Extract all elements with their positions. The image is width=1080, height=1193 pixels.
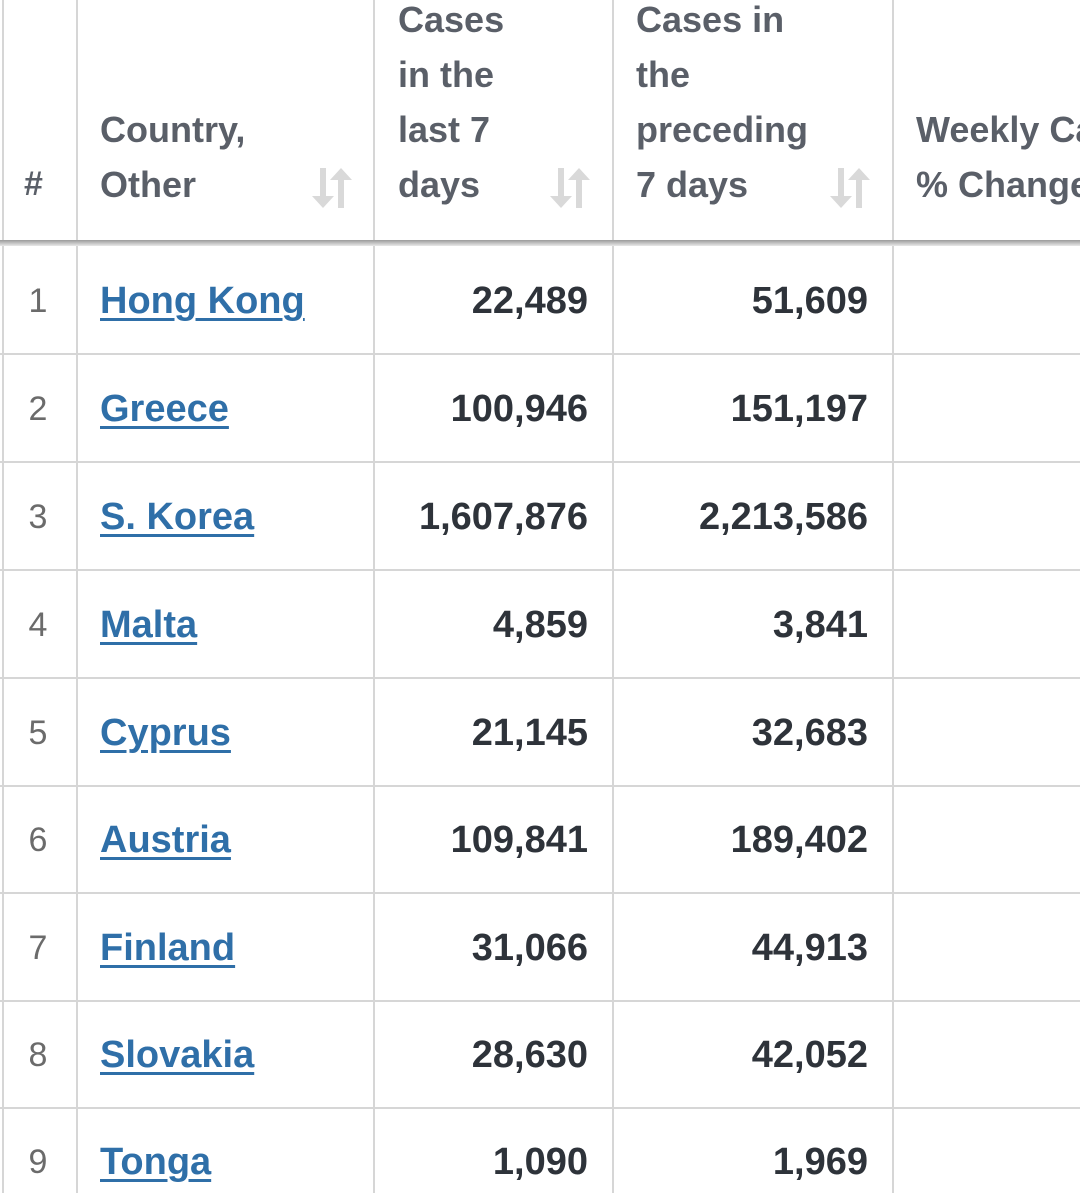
header-divider [0, 240, 1080, 246]
table-row: 9 Tonga 1,090 1,969 [0, 1109, 1080, 1193]
header-weekly-change[interactable]: Weekly Cases % Change [894, 0, 1080, 240]
cases-last-7-value: 109,841 [450, 819, 588, 861]
row-rank: 8 [28, 1036, 48, 1074]
header-cases-preceding-7[interactable]: Cases in the preceding 7 days [614, 0, 892, 240]
country-link[interactable]: Tonga [100, 1141, 212, 1183]
country-link[interactable]: S. Korea [100, 496, 255, 538]
row-divider [0, 461, 1080, 463]
row-divider [0, 892, 1080, 894]
header-country[interactable]: Country, Other [78, 0, 373, 240]
header-cases-last-7[interactable]: Cases in the last 7 days [375, 0, 612, 240]
country-link[interactable]: Cyprus [100, 712, 231, 754]
cases-preceding-7-value: 32,683 [751, 712, 868, 754]
cases-preceding-7-value: 2,213,586 [698, 496, 868, 538]
row-rank: 2 [28, 390, 48, 428]
grid-line [892, 0, 894, 1193]
cases-last-7-value: 1,607,876 [418, 496, 588, 538]
row-divider [0, 677, 1080, 679]
country-link[interactable]: Slovakia [100, 1034, 255, 1076]
cases-last-7-value: 100,946 [450, 388, 588, 430]
header-cases-preceding-7-label: Cases in the preceding 7 days [636, 0, 809, 205]
grid-line [76, 0, 78, 1193]
row-divider [0, 569, 1080, 571]
cases-preceding-7-value: 189,402 [730, 819, 868, 861]
cases-preceding-7-value: 51,609 [751, 280, 868, 322]
cases-preceding-7-value: 1,969 [772, 1141, 868, 1183]
row-divider [0, 1000, 1080, 1002]
table-row: 4 Malta 4,859 3,841 [0, 572, 1080, 679]
sort-arrows-icon[interactable] [550, 166, 590, 210]
row-rank: 6 [28, 821, 48, 859]
header-country-label: Country, Other [100, 109, 246, 205]
row-rank: 5 [28, 714, 48, 752]
grid-line [2, 0, 4, 1193]
cases-preceding-7-value: 151,197 [730, 388, 868, 430]
row-rank: 4 [28, 606, 48, 644]
table-row: 2 Greece 100,946 151,197 [0, 356, 1080, 463]
sort-arrows-icon[interactable] [830, 166, 870, 210]
cases-last-7-value: 21,145 [471, 712, 588, 754]
header-weekly-change-label: Weekly Cases % Change [916, 109, 1080, 205]
table-row: 5 Cyprus 21,145 32,683 [0, 680, 1080, 787]
table-row: 1 Hong Kong 22,489 51,609 [0, 248, 1080, 355]
row-rank: 3 [28, 498, 48, 536]
row-divider [0, 1107, 1080, 1109]
cases-last-7-value: 22,489 [471, 280, 588, 322]
table-row: 8 Slovakia 28,630 42,052 [0, 1002, 1080, 1109]
header-rank[interactable]: # [0, 0, 76, 240]
row-rank: 1 [28, 282, 48, 320]
row-divider [0, 353, 1080, 355]
country-link[interactable]: Greece [100, 388, 229, 430]
country-link[interactable]: Hong Kong [100, 280, 305, 322]
cases-last-7-value: 31,066 [471, 927, 588, 969]
cases-preceding-7-value: 44,913 [751, 927, 868, 969]
country-link[interactable]: Finland [100, 927, 236, 969]
cases-last-7-value: 1,090 [492, 1141, 588, 1183]
grid-line [612, 0, 614, 1193]
row-divider [0, 785, 1080, 787]
cases-preceding-7-value: 42,052 [751, 1034, 868, 1076]
country-link[interactable]: Malta [100, 604, 198, 646]
table-row: 6 Austria 109,841 189,402 [0, 787, 1080, 894]
row-rank: 9 [28, 1143, 48, 1181]
sort-arrows-icon[interactable] [312, 166, 352, 210]
header-rank-label: # [24, 165, 43, 203]
row-rank: 7 [28, 929, 48, 967]
header-cases-last-7-label: Cases in the last 7 days [398, 0, 505, 205]
grid-line [373, 0, 375, 1193]
table-row: 3 S. Korea 1,607,876 2,213,586 [0, 464, 1080, 571]
cases-last-7-value: 28,630 [471, 1034, 588, 1076]
table-row: 7 Finland 31,066 44,913 [0, 895, 1080, 1002]
cases-preceding-7-value: 3,841 [772, 604, 868, 646]
cases-last-7-value: 4,859 [492, 604, 588, 646]
country-link[interactable]: Austria [100, 819, 231, 861]
